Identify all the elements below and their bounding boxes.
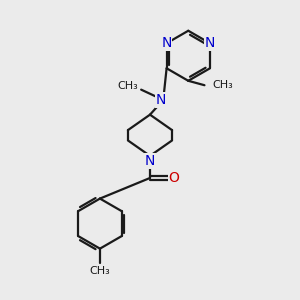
Text: O: O [169, 171, 180, 185]
Text: N: N [161, 36, 172, 50]
Text: CH₃: CH₃ [117, 81, 138, 91]
Text: CH₃: CH₃ [213, 80, 233, 90]
Text: N: N [156, 93, 166, 107]
Text: CH₃: CH₃ [90, 266, 110, 276]
Text: N: N [145, 154, 155, 168]
Text: N: N [205, 36, 215, 50]
